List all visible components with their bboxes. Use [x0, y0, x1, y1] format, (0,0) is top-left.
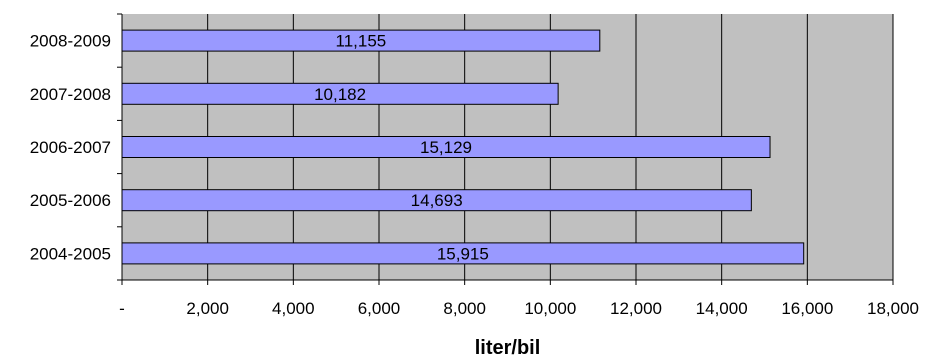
y-tick-label-2005-2006: 2005-2006 [30, 191, 111, 210]
x-tick-label-8: 16,000 [781, 299, 833, 318]
x-axis-title: liter/bil [475, 337, 541, 359]
x-tick-label-5: 10,000 [524, 299, 576, 318]
x-tick-label-2: 4,000 [272, 299, 315, 318]
y-tick-label-2004-2005: 2004-2005 [30, 244, 111, 263]
x-tick-labels: - 2,000 4,000 6,000 8,000 10,000 12,000 14,000 1… [119, 299, 919, 318]
y-tick-label-2006-2007: 2006-2007 [30, 138, 111, 157]
y-tick-labels: 2008-2009 2007-2008 2006-2007 2005-2006 2004… [30, 32, 111, 264]
bar-value-label-2008-2009: 11,155 [336, 32, 387, 51]
x-tick-label-7: 14,000 [696, 299, 748, 318]
axes [117, 13, 894, 285]
x-tick-label-0: - [119, 299, 125, 318]
bar-value-label-2006-2007: 15,129 [420, 138, 472, 157]
bar-value-label-2007-2008: 10,182 [314, 85, 366, 104]
x-tick-label-3: 6,000 [358, 299, 401, 318]
bars: 11,155 10,182 15,129 14,693 15,915 [121, 29, 805, 265]
bar-value-label-2004-2005: 15,915 [437, 244, 489, 263]
x-tick-label-9: 18,000 [867, 299, 919, 318]
x-tick-label-6: 12,000 [610, 299, 662, 318]
x-tick-label-4: 8,000 [443, 299, 486, 318]
y-tick-label-2007-2008: 2007-2008 [30, 85, 111, 104]
x-tick-label-1: 2,000 [186, 299, 229, 318]
y-tick-label-2008-2009: 2008-2009 [30, 32, 111, 51]
bar-value-label-2005-2006: 14,693 [411, 191, 463, 210]
